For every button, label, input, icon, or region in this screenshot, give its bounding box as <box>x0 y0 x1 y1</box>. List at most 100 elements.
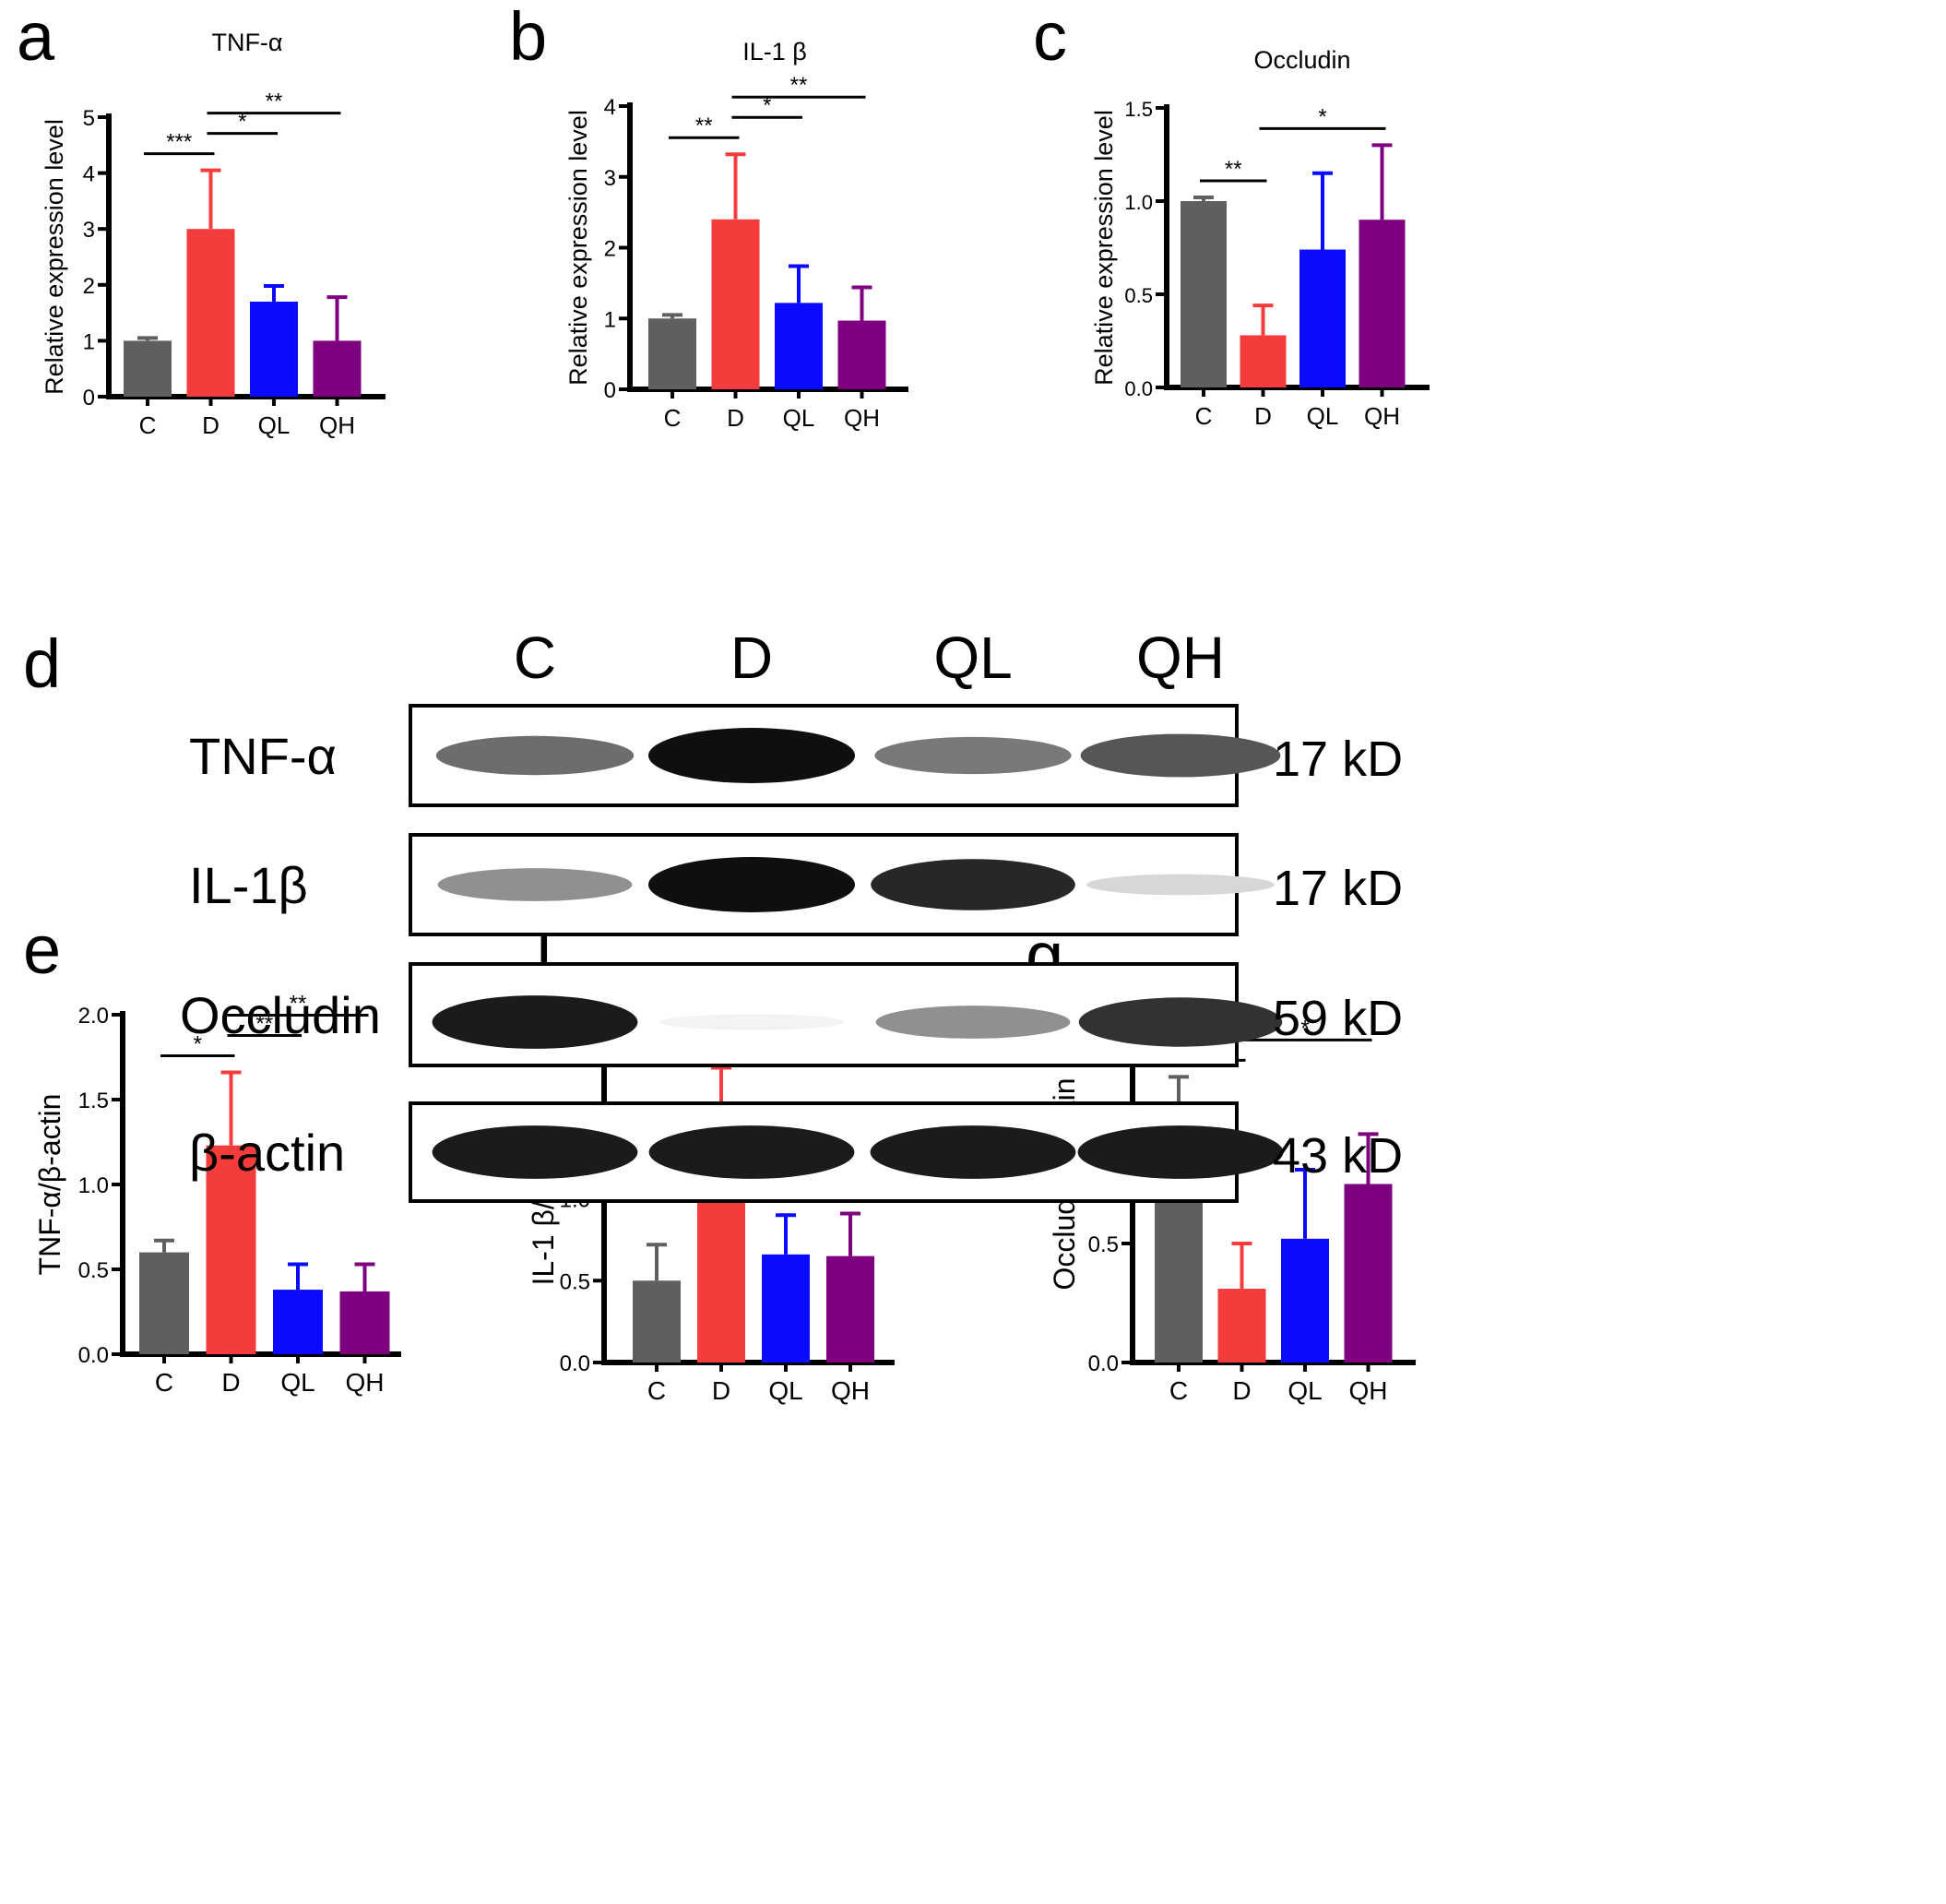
x-tick-label: D <box>1232 1376 1251 1405</box>
significance-label: ** <box>790 73 808 98</box>
y-tick-label: 3 <box>83 218 95 243</box>
y-tick-label: 0 <box>604 378 616 403</box>
y-axis-label: TNF-α/β-actin <box>33 1094 66 1276</box>
bar-C <box>633 1280 681 1363</box>
western-blot-panel: d C D QL QH TNF-α 17 kD IL-1β 17 kD Occludin 59 kD… <box>23 625 1403 1203</box>
blot-band <box>435 735 635 776</box>
blot-band <box>870 1125 1076 1179</box>
x-tick-label: D <box>727 404 744 432</box>
blot-band <box>871 859 1075 910</box>
x-tick-label: D <box>221 1368 240 1397</box>
significance-marker: * <box>731 93 802 119</box>
bar-QH <box>313 340 362 397</box>
molecular-weight-label: 43 kD <box>1273 1128 1403 1184</box>
chart-title: Occludin <box>1253 46 1350 74</box>
bar-C <box>124 340 172 397</box>
x-tick-label: C <box>155 1368 173 1397</box>
significance-label: * <box>1318 104 1326 129</box>
x-tick-label: C <box>647 1376 666 1405</box>
bar-D <box>1240 335 1287 387</box>
blot-band <box>659 1014 845 1030</box>
x-tick-label: C <box>1169 1376 1188 1405</box>
significance-marker: * <box>160 1032 235 1058</box>
x-tick-label: QH <box>1349 1376 1388 1405</box>
blot-band <box>1080 733 1281 778</box>
bar-QL <box>250 301 298 397</box>
y-tick-label: 2 <box>604 237 616 262</box>
blot-band <box>648 857 855 912</box>
significance-label: * <box>238 110 246 135</box>
y-tick-label: 1 <box>83 329 95 354</box>
x-tick-label: C <box>664 404 682 432</box>
protein-label: TNF-α <box>189 727 337 785</box>
blot-band <box>648 728 855 783</box>
significance-marker: ** <box>669 113 740 139</box>
blot-band <box>432 1125 638 1179</box>
x-tick-label: QL <box>258 411 291 439</box>
lane-label-D: D <box>730 625 773 691</box>
bar-QL <box>273 1290 323 1354</box>
blot-band <box>437 868 633 901</box>
blot-band <box>1077 1125 1284 1179</box>
x-tick-label: QH <box>1364 402 1400 430</box>
y-tick-label: 4 <box>604 95 616 120</box>
lane-label-QH: QH <box>1136 625 1225 691</box>
bar-D <box>186 229 235 397</box>
significance-label: *** <box>166 130 192 155</box>
y-tick-label: 1.5 <box>78 1089 109 1113</box>
bar-QL <box>775 303 823 389</box>
bar-QH <box>826 1255 874 1363</box>
y-tick-label: 0.0 <box>1088 1351 1119 1376</box>
y-tick-label: 1 <box>604 307 616 332</box>
chart-panel-b: b IL-1 β Relative expression level 0 1 2 3 4 C D Q… <box>509 0 908 432</box>
x-tick-label: QL <box>1287 1376 1322 1405</box>
blot-row: β-actin 43 kD <box>189 1101 1403 1203</box>
significance-marker: * <box>1238 1016 1372 1041</box>
chart-title: TNF-α <box>211 29 282 56</box>
significance-label: ** <box>266 89 283 114</box>
significance-marker: ** <box>1200 157 1267 183</box>
significance-label: * <box>1300 1016 1309 1041</box>
blot-row: Occludin 59 kD <box>180 962 1403 1067</box>
y-axis-label: Relative expression level <box>41 119 68 395</box>
lane-label-QL: QL <box>933 625 1012 691</box>
protein-label: Occludin <box>180 986 381 1044</box>
x-tick-label: QL <box>280 1368 314 1397</box>
y-tick-label: 2.0 <box>78 1004 109 1029</box>
significance-label: * <box>763 93 771 118</box>
x-tick-label: QH <box>831 1376 870 1405</box>
panel-letter: b <box>509 0 547 75</box>
y-tick-label: 0.0 <box>78 1343 109 1368</box>
significance-label: * <box>194 1032 202 1057</box>
x-tick-label: C <box>1195 402 1213 430</box>
bar-D <box>711 219 760 389</box>
x-tick-label: QL <box>783 404 815 432</box>
blot-row: TNF-α 17 kD <box>189 704 1403 807</box>
molecular-weight-label: 59 kD <box>1273 991 1403 1046</box>
significance-label: ** <box>290 992 307 1017</box>
significance-label: ** <box>255 1012 273 1037</box>
bar-D <box>206 1145 256 1354</box>
protein-label: IL-1β <box>189 856 308 914</box>
panel-letter: e <box>23 911 61 988</box>
bar-QH <box>1344 1184 1393 1363</box>
blot-band <box>1078 997 1283 1047</box>
bar-C <box>1181 201 1227 387</box>
significance-marker: * <box>1259 104 1386 130</box>
blot-band <box>648 1125 855 1179</box>
y-tick-label: 5 <box>83 106 95 131</box>
significance-label: ** <box>1225 157 1242 182</box>
bar-D <box>1217 1289 1266 1363</box>
x-tick-label: QH <box>844 404 880 432</box>
lane-label-C: C <box>514 625 556 691</box>
y-tick-label: 0.0 <box>560 1351 590 1376</box>
bar-QH <box>837 320 886 389</box>
x-tick-label: C <box>139 411 157 439</box>
bar-QL <box>1299 249 1346 387</box>
y-axis-label: Relative expression level <box>1090 110 1118 386</box>
significance-marker: ** <box>227 992 369 1017</box>
protein-label: β-actin <box>189 1124 345 1182</box>
significance-marker: ** <box>207 89 341 115</box>
blot-band <box>874 736 1072 775</box>
chart-panel-a: a TNF-α Relative expression level 0 1 2 3 4 5 C D Q… <box>17 0 386 439</box>
